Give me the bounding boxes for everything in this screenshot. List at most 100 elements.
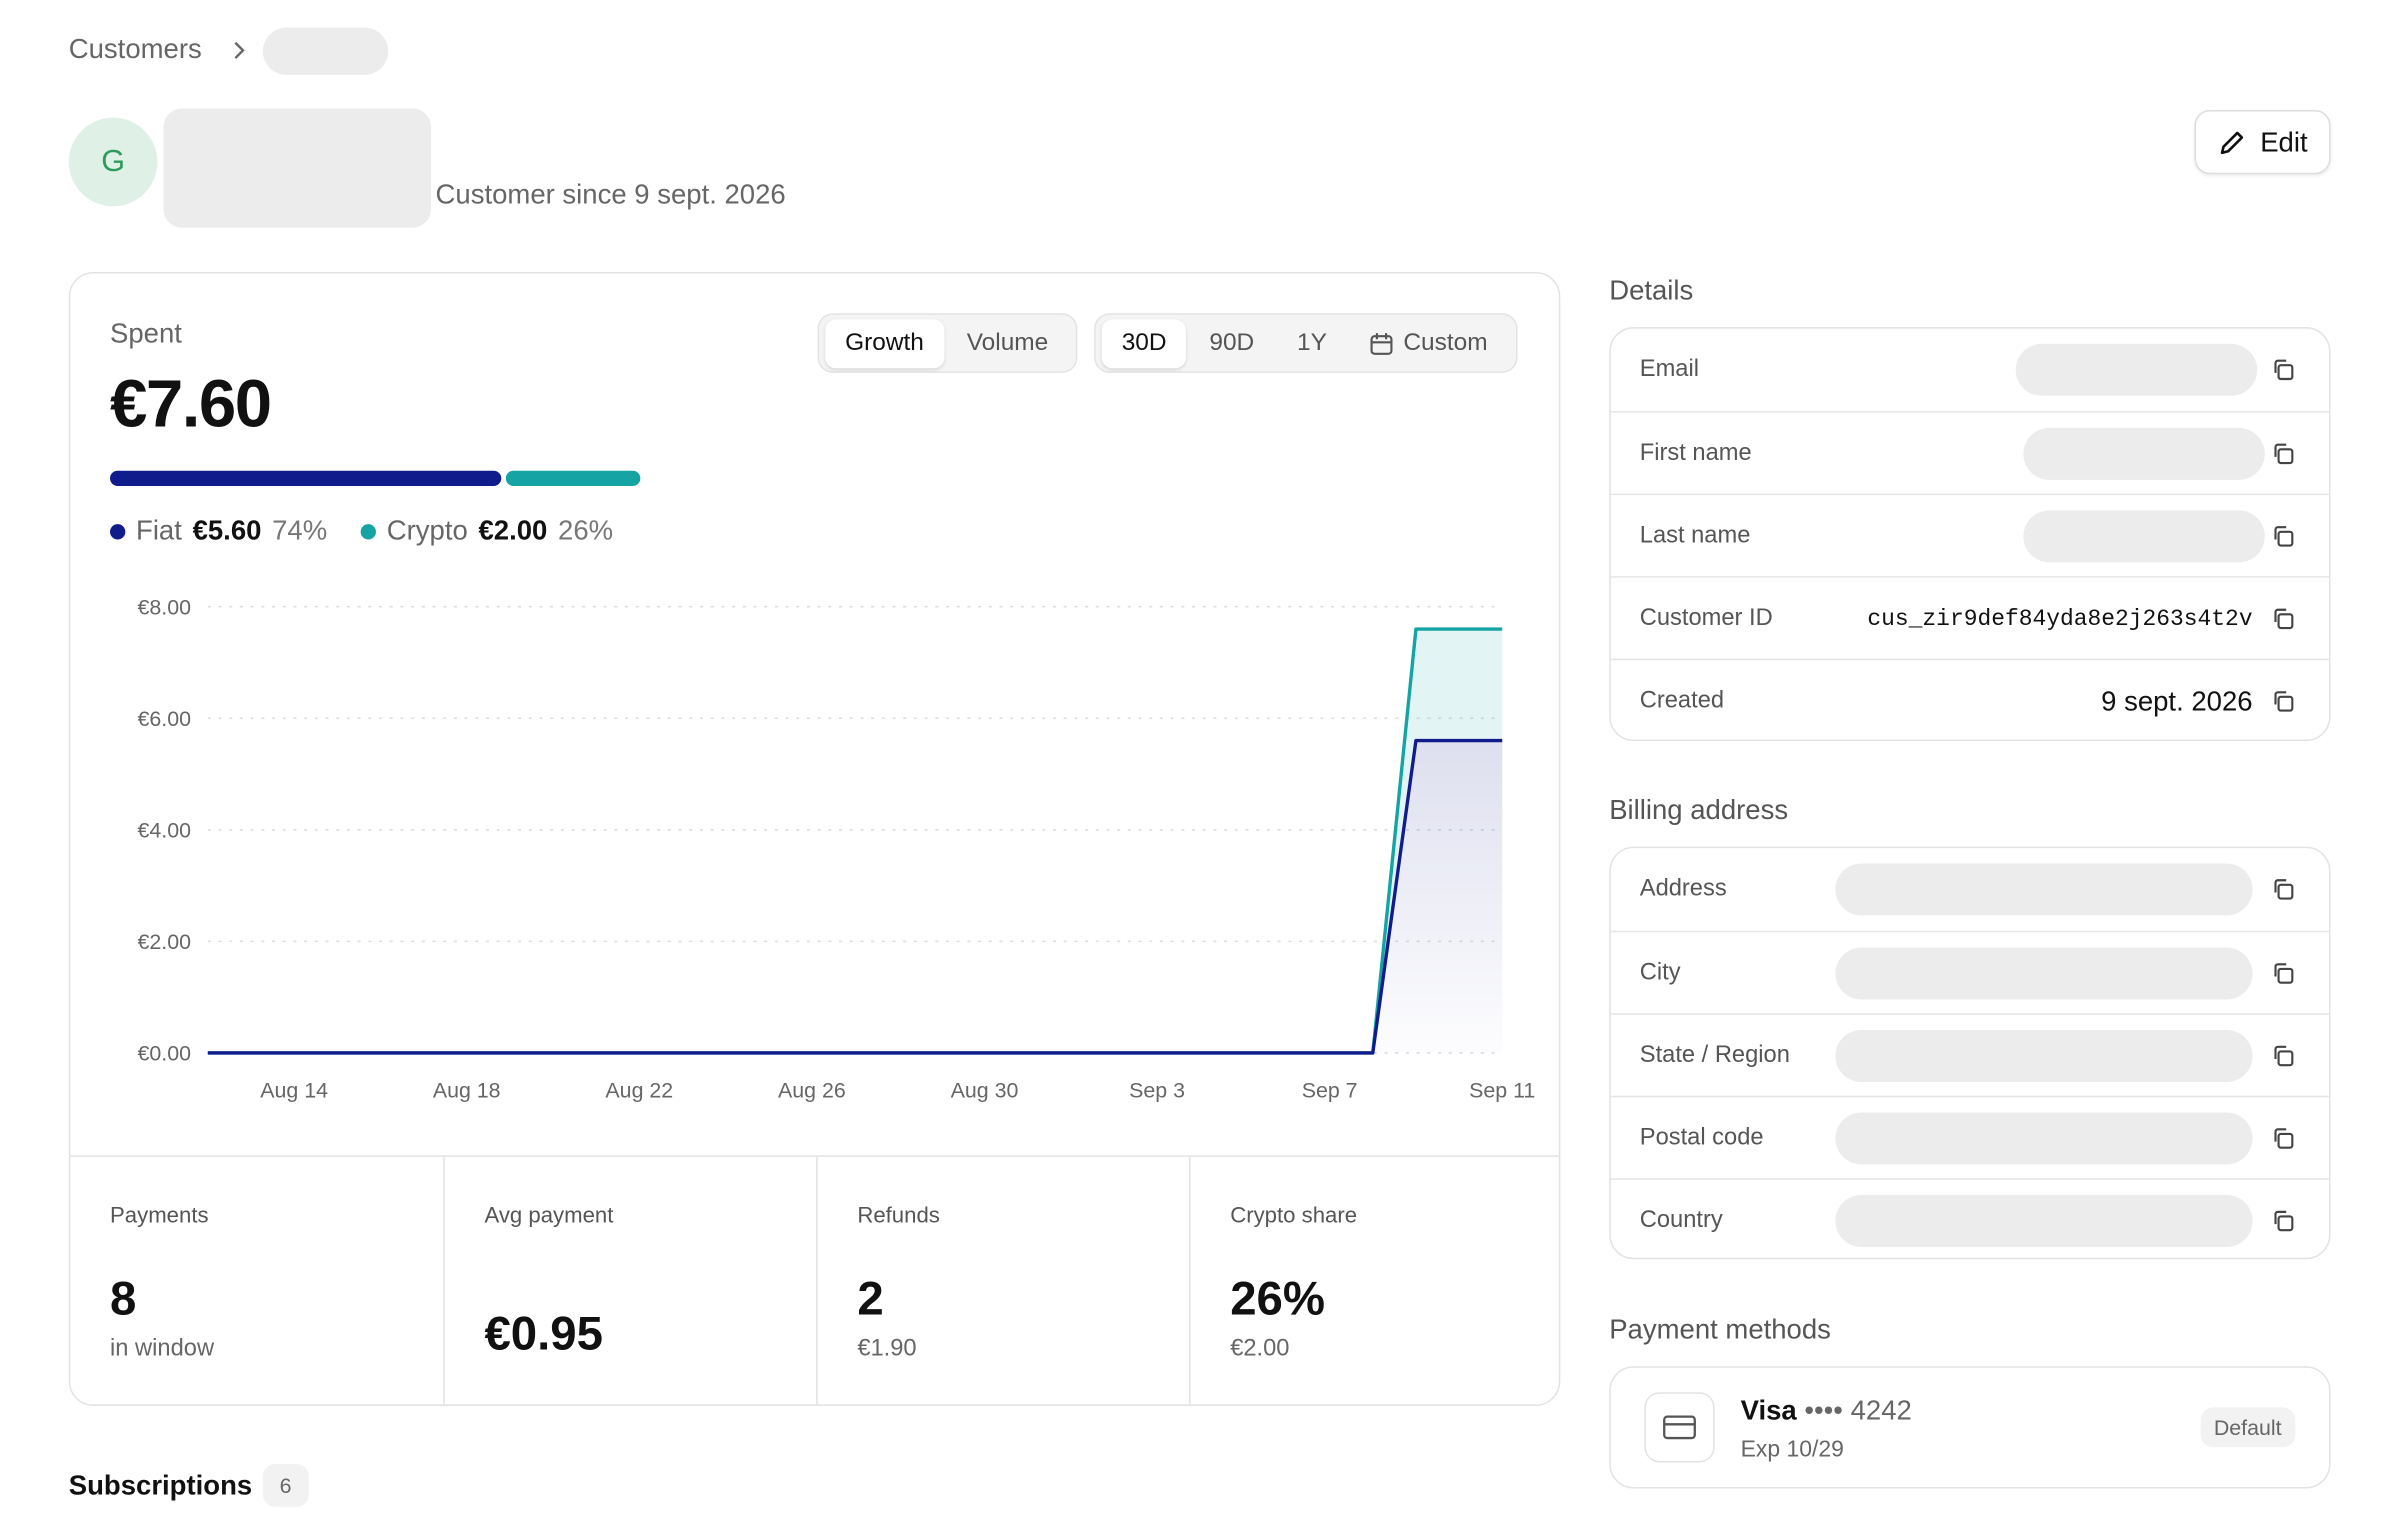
card-last4: 4242: [1850, 1395, 1912, 1426]
spent-total: €7.60: [110, 366, 272, 442]
copy-icon[interactable]: [2271, 524, 2295, 548]
card-icon: [1644, 1392, 1715, 1463]
stat: Crypto share 26% €2.00: [1188, 1156, 1562, 1405]
stat-value: 8: [110, 1271, 137, 1325]
value-placeholder: [1835, 1112, 2253, 1165]
row-label: City: [1639, 959, 1681, 986]
stat-label: Crypto share: [1230, 1204, 1358, 1229]
legend-name: Crypto: [386, 515, 468, 546]
row-label: Email: [1639, 356, 1700, 383]
value-placeholder: [2023, 427, 2265, 480]
row: State / Region: [1610, 1013, 2329, 1097]
stat-note: €2.00: [1230, 1335, 1290, 1362]
row: First name: [1610, 411, 2329, 495]
value-placeholder: [1835, 947, 2253, 1000]
stat-label: Payments: [110, 1204, 209, 1229]
value-placeholder: [1835, 1195, 2253, 1248]
edit-button[interactable]: Edit: [2194, 110, 2331, 175]
line: [207, 738, 1503, 1055]
stat: Payments 8 in window: [70, 1157, 443, 1405]
copy-icon[interactable]: [2271, 442, 2295, 466]
stat: Avg payment €0.95: [443, 1156, 816, 1405]
breadcrumb-placeholder: [262, 27, 389, 75]
tab[interactable]: 90D: [1209, 329, 1255, 356]
calendar-icon: [1370, 332, 1393, 355]
divider: [70, 1155, 1559, 1157]
copy-icon[interactable]: [2271, 1044, 2295, 1068]
row: Customer ID cus_zir9def84yda8e2j263s4t2v: [1610, 576, 2329, 660]
billing-card: Address City State / Region Postal code Coun…: [1609, 846, 2331, 1262]
stat-value: 26%: [1230, 1271, 1326, 1325]
stat-value: 2: [857, 1271, 884, 1325]
breadcrumb-root[interactable]: Customers: [68, 33, 202, 65]
edit-label: Edit: [2260, 126, 2308, 157]
subscriptions-count: 6: [262, 1464, 309, 1507]
row-label: State / Region: [1639, 1042, 1790, 1069]
tab[interactable]: Custom: [1350, 319, 1508, 368]
value-placeholder: [2023, 510, 2265, 563]
x-tick-label: Sep 11: [1469, 1078, 1535, 1102]
chevron: [234, 41, 245, 59]
copy-icon[interactable]: [2271, 1126, 2295, 1150]
row: Address: [1611, 848, 2329, 931]
line: [207, 627, 1503, 1055]
share-segment: [110, 470, 502, 486]
row-label: Customer ID: [1639, 605, 1773, 632]
legend-dot: [360, 523, 377, 539]
name-placeholder: [163, 108, 431, 228]
default-badge: Default: [2200, 1407, 2296, 1448]
legend-dot: [110, 523, 126, 539]
area: [207, 740, 1503, 1053]
copy-icon[interactable]: [2271, 877, 2295, 901]
y-tick-label: €0.00: [138, 1042, 192, 1066]
copy-icon[interactable]: [2271, 607, 2295, 631]
copy-icon[interactable]: [2271, 358, 2295, 382]
y-tick-label: €8.00: [138, 595, 192, 619]
legend: Fiat €5.60 74% Crypto €2.00 26%: [110, 515, 613, 547]
stat-value: €0.95: [484, 1306, 603, 1361]
y-tick-label: €6.00: [138, 707, 192, 731]
legend-share: 74%: [272, 515, 328, 546]
tab[interactable]: 30D: [1101, 318, 1187, 368]
section-title: Details: [1609, 275, 1694, 306]
y-tick-label: €2.00: [138, 930, 192, 954]
legend-name: Fiat: [136, 515, 182, 546]
payment-card[interactable]: Visa •••• 4242 Exp 10/29 Default: [1609, 1366, 2331, 1489]
row-value: 9 sept. 2026: [2101, 685, 2253, 716]
value-placeholder: [2015, 343, 2258, 396]
value-placeholder: [1835, 1030, 2253, 1082]
legend-share: 26%: [558, 515, 614, 546]
x-tick-label: Aug 14: [260, 1078, 328, 1102]
row: Last name: [1610, 493, 2329, 578]
row-label: Country: [1639, 1207, 1723, 1234]
section-title: Billing address: [1609, 794, 1789, 826]
pencil-icon: [2220, 131, 2244, 155]
x-tick-label: Sep 3: [1129, 1078, 1185, 1102]
x-tick-label: Aug 18: [433, 1078, 501, 1102]
stat-note: €1.90: [857, 1335, 917, 1362]
share-bar: [110, 470, 645, 486]
chart: €0.00 €2.00 €4.00 €6.00 €8.00 Aug 14 Aug 18 Aug…: [138, 595, 1536, 1102]
row: City: [1610, 930, 2329, 1015]
row: Country: [1610, 1178, 2329, 1262]
share-segment: [505, 470, 641, 486]
spent-label: Spent: [110, 317, 182, 349]
range-tabs: 30D 90D 1Y Custom: [1094, 313, 1518, 373]
row-value: cus_zir9def84yda8e2j263s4t2v: [1867, 605, 2253, 632]
stat-label: Refunds: [857, 1204, 940, 1229]
x-tick-label: Aug 26: [778, 1078, 846, 1102]
tab[interactable]: Growth: [825, 318, 944, 368]
subscriptions-title: Subscriptions: [68, 1470, 253, 1501]
row-label: Postal code: [1639, 1124, 1764, 1151]
stat-label: Avg payment: [484, 1204, 614, 1229]
copy-icon[interactable]: [2271, 1209, 2295, 1233]
row-label: Created: [1639, 687, 1725, 714]
tab[interactable]: Volume: [966, 329, 1049, 356]
copy-icon[interactable]: [2271, 689, 2295, 713]
legend-amount: €5.60: [192, 515, 262, 546]
card-dots: ••••: [1804, 1395, 1843, 1426]
section-title: Payment methods: [1609, 1314, 1831, 1345]
copy-icon[interactable]: [2271, 961, 2295, 985]
tab[interactable]: 1Y: [1297, 329, 1327, 356]
